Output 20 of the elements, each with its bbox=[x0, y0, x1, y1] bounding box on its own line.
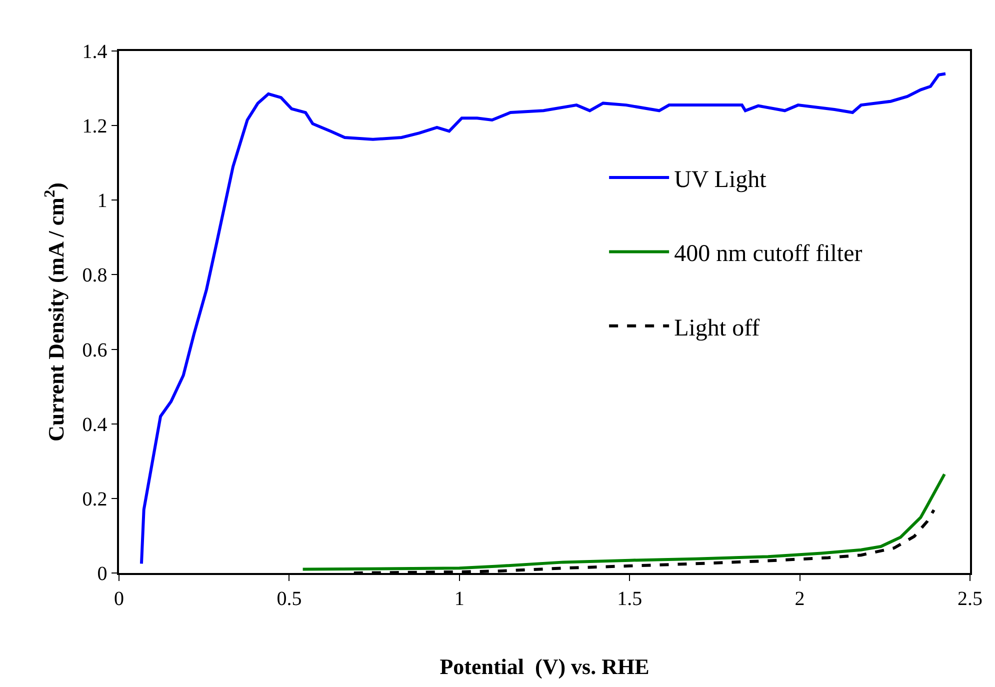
y-tick-label: 1.4 bbox=[82, 41, 108, 63]
x-tick-label: 2 bbox=[794, 588, 805, 610]
legend-label: Light off bbox=[674, 315, 760, 342]
line-series bbox=[301, 472, 946, 571]
legend-label: 400 nm cutoff filter bbox=[674, 241, 862, 268]
x-tick-label: 2.5 bbox=[958, 588, 982, 610]
y-tick-label: 0.8 bbox=[82, 264, 108, 287]
x-tick-label: 0 bbox=[114, 588, 124, 610]
y-tick-label: 0.4 bbox=[82, 414, 108, 436]
y-tick-label: 0.2 bbox=[82, 488, 108, 510]
x-tick-label: 0.5 bbox=[276, 588, 302, 610]
x-tick-label: 1.5 bbox=[617, 588, 642, 610]
y-tick-label: 1 bbox=[97, 190, 108, 212]
y-tick-label: 0.6 bbox=[82, 339, 108, 362]
line-series bbox=[140, 72, 947, 566]
x-tick-label: 1 bbox=[454, 588, 464, 610]
y-tick-label: 0 bbox=[97, 563, 108, 585]
legend-label: UV Light bbox=[674, 166, 767, 193]
y-tick-label: 1.2 bbox=[82, 116, 108, 138]
x-axis-title: Potential (V) vs. RHE bbox=[440, 654, 650, 680]
